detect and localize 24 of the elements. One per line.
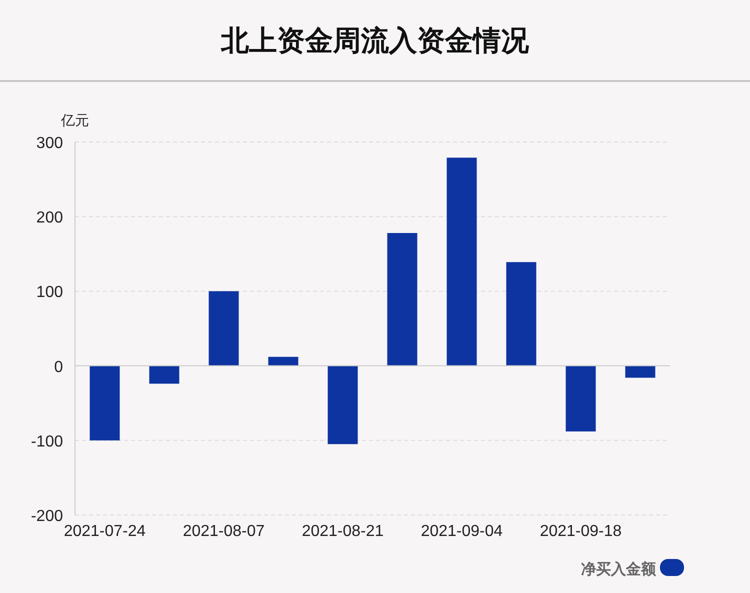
- y-tick-label: 300: [36, 135, 64, 152]
- x-tick-label: 2021-09-04: [420, 523, 503, 540]
- y-tick-label: 200: [36, 210, 64, 227]
- bar: [90, 366, 120, 440]
- bar: [506, 262, 536, 366]
- bar: [268, 356, 298, 366]
- chart-title: 北上资金周流入资金情况: [220, 25, 530, 56]
- y-tick-label: -200: [30, 508, 64, 525]
- bar: [328, 366, 358, 444]
- x-tick-label: 2021-07-24: [64, 523, 146, 540]
- bar: [387, 233, 418, 366]
- bar: [625, 366, 656, 378]
- x-tick-label: 2021-08-21: [302, 523, 384, 540]
- y-axis-title: 亿元: [60, 112, 89, 128]
- x-tick-label: 2021-08-07: [182, 523, 265, 540]
- bar: [446, 158, 477, 366]
- y-tick-label: 100: [36, 284, 64, 302]
- bar: [566, 366, 596, 432]
- legend-label: 净买入金额: [581, 560, 657, 578]
- bar: [149, 366, 180, 384]
- y-tick-label: 0: [54, 358, 64, 376]
- bar: [208, 291, 239, 366]
- x-tick-label: 2021-09-18: [540, 523, 622, 540]
- y-tick-label: -100: [30, 433, 64, 450]
